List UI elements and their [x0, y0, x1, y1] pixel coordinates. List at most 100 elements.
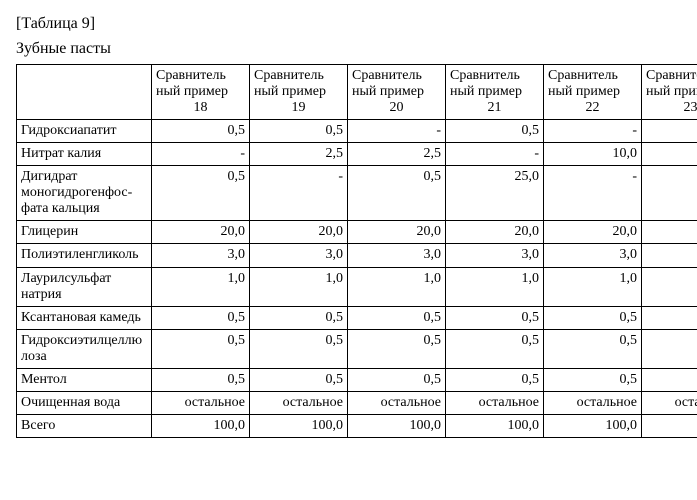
table-row: Дигидрат моногидрогенфос­фата кальция0,5… — [17, 166, 697, 221]
table-row: Полиэтиленгликоль3,03,03,03,03,03,0 — [17, 244, 697, 267]
cell-value: 20,0 — [152, 221, 250, 244]
cell-value: 0,5 — [250, 119, 348, 142]
cell-value: 0,5 — [152, 119, 250, 142]
col-header-line1: Сравнитель — [646, 68, 697, 83]
col-header-line1: Сравнитель — [254, 68, 324, 83]
table-row: Очищенная водаостальноеостальноеостально… — [17, 392, 697, 415]
cell-value: 1,0 — [642, 267, 697, 306]
cell-value: остальное — [544, 392, 642, 415]
table-row: Гидроксиэтилцеллю лоза0,50,50,50,50,50,5 — [17, 329, 697, 368]
table-subtitle: Зубные пасты — [16, 39, 681, 60]
table-row: Ксантановая камедь0,50,50,50,50,50,5 — [17, 306, 697, 329]
col-header-num: 19 — [254, 100, 343, 116]
cell-value: 25,0 — [642, 166, 697, 221]
cell-value: - — [348, 119, 446, 142]
cell-value: 0,5 — [446, 369, 544, 392]
cell-value: 20,0 — [348, 221, 446, 244]
table-caption: [Таблица 9] — [16, 14, 681, 35]
cell-value: 0,5 — [446, 119, 544, 142]
col-header-23: Сравнитель ный пример 23 — [642, 64, 697, 119]
col-header-18: Сравнитель ный пример 18 — [152, 64, 250, 119]
col-header-num: 21 — [450, 100, 539, 116]
cell-value: 100,0 — [348, 415, 446, 438]
col-header-line1: Сравнитель — [156, 68, 226, 83]
cell-value: 1,0 — [152, 267, 250, 306]
cell-value: 1,0 — [544, 267, 642, 306]
row-label: Всего — [17, 415, 152, 438]
cell-value: 0,5 — [152, 329, 250, 368]
cell-value: 0,5 — [544, 306, 642, 329]
cell-value: 1,0 — [446, 267, 544, 306]
table-row: Лаурилсульфат натрия1,01,01,01,01,01,0 — [17, 267, 697, 306]
col-header-line1: Сравнитель — [352, 68, 422, 83]
cell-value: 0,5 — [544, 369, 642, 392]
table-row: Глицерин20,020,020,020,020,020,0 — [17, 221, 697, 244]
col-header-num: 18 — [156, 100, 245, 116]
cell-value: 100,0 — [446, 415, 544, 438]
row-label: Ментол — [17, 369, 152, 392]
table-row: Ментол0,50,50,50,50,50,5 — [17, 369, 697, 392]
col-header-num: 22 — [548, 100, 637, 116]
col-header-line1: Сравнитель — [548, 68, 618, 83]
cell-value: 3,0 — [348, 244, 446, 267]
cell-value: 0,5 — [446, 306, 544, 329]
col-header-line2: ный пример — [450, 84, 522, 99]
cell-value: 0,5 — [642, 329, 697, 368]
cell-value: остальное — [152, 392, 250, 415]
cell-value: 100,0 — [642, 415, 697, 438]
cell-value: - — [152, 142, 250, 165]
row-label: Дигидрат моногидрогенфос­фата кальция — [17, 166, 152, 221]
cell-value: - — [250, 166, 348, 221]
cell-value: 20,0 — [642, 221, 697, 244]
row-label: Полиэтиленгликоль — [17, 244, 152, 267]
table-header-row: Сравнитель ный пример 18 Сравнитель ный … — [17, 64, 697, 119]
cell-value: 100,0 — [544, 415, 642, 438]
row-label: Глицерин — [17, 221, 152, 244]
cell-value: 10,0 — [642, 142, 697, 165]
cell-value: 0,5 — [348, 306, 446, 329]
cell-value: 0,5 — [250, 329, 348, 368]
cell-value: 0,5 — [348, 166, 446, 221]
table-row: Гидроксиапатит0,50,5-0,5-- — [17, 119, 697, 142]
cell-value: - — [544, 119, 642, 142]
cell-value: - — [642, 119, 697, 142]
row-label: Очищенная вода — [17, 392, 152, 415]
cell-value: 3,0 — [446, 244, 544, 267]
cell-value: 0,5 — [446, 329, 544, 368]
col-header-21: Сравнитель ный пример 21 — [446, 64, 544, 119]
cell-value: 0,5 — [348, 369, 446, 392]
row-label: Ксантановая камедь — [17, 306, 152, 329]
cell-value: 0,5 — [152, 306, 250, 329]
row-label: Гидроксиэтилцеллю лоза — [17, 329, 152, 368]
col-header-19: Сравнитель ный пример 19 — [250, 64, 348, 119]
cell-value: - — [544, 166, 642, 221]
cell-value: 3,0 — [250, 244, 348, 267]
cell-value: 3,0 — [544, 244, 642, 267]
cell-value: 0,5 — [250, 369, 348, 392]
table-row: Нитрат калия-2,52,5-10,010,0 — [17, 142, 697, 165]
cell-value: 3,0 — [152, 244, 250, 267]
col-header-20: Сравнитель ный пример 20 — [348, 64, 446, 119]
cell-value: остальное — [642, 392, 697, 415]
cell-value: остальное — [446, 392, 544, 415]
header-blank — [17, 64, 152, 119]
col-header-line2: ный пример — [646, 84, 697, 99]
cell-value: 0,5 — [544, 329, 642, 368]
cell-value: 100,0 — [250, 415, 348, 438]
cell-value: 0,5 — [152, 166, 250, 221]
cell-value: 0,5 — [642, 369, 697, 392]
cell-value: - — [446, 142, 544, 165]
cell-value: 3,0 — [642, 244, 697, 267]
row-label: Нитрат калия — [17, 142, 152, 165]
row-label: Гидроксиапатит — [17, 119, 152, 142]
table-row: Всего100,0100,0100,0100,0100,0100,0 — [17, 415, 697, 438]
row-label: Лаурилсульфат натрия — [17, 267, 152, 306]
cell-value: 100,0 — [152, 415, 250, 438]
cell-value: 0,5 — [152, 369, 250, 392]
cell-value: 1,0 — [250, 267, 348, 306]
cell-value: 1,0 — [348, 267, 446, 306]
cell-value: 20,0 — [446, 221, 544, 244]
col-header-num: 20 — [352, 100, 441, 116]
col-header-22: Сравнитель ный пример 22 — [544, 64, 642, 119]
col-header-line1: Сравнитель — [450, 68, 520, 83]
